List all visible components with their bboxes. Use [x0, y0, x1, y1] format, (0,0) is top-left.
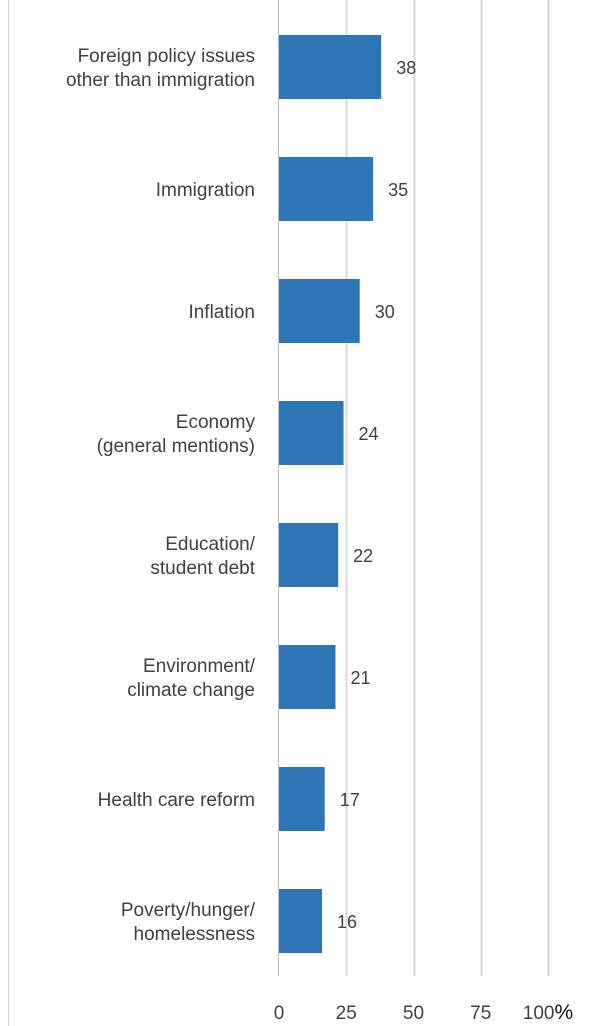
x-tick-label-25: 25 — [336, 1003, 357, 1024]
x-tick-label-50: 50 — [403, 1003, 424, 1024]
category-label-line: Inflation — [188, 302, 255, 323]
value-label-4: 22 — [353, 546, 373, 566]
value-label-2: 30 — [375, 302, 395, 322]
x-tick-suffix: % — [555, 1001, 574, 1024]
x-tick-value: 25 — [336, 1003, 357, 1024]
x-tick-label-0: 0 — [274, 1003, 285, 1024]
category-label-line: Poverty/hunger/ — [121, 900, 256, 921]
value-label-6: 17 — [340, 790, 360, 810]
value-label-1: 35 — [388, 180, 408, 200]
category-label-line: Economy — [176, 412, 256, 433]
category-label-line: homelessness — [134, 924, 255, 945]
bar-7 — [279, 889, 323, 953]
category-label-4: Education/student debt — [150, 534, 255, 579]
category-label-6: Health care reform — [98, 790, 255, 811]
bar-2 — [279, 279, 360, 343]
x-tick-label-100: 100% — [523, 1001, 573, 1024]
value-label-7: 16 — [337, 912, 357, 932]
category-label-line: climate change — [127, 680, 255, 701]
bar-5 — [279, 645, 336, 709]
category-label-line: Environment/ — [143, 656, 256, 677]
category-label-3: Economy (general mentions) — [97, 412, 256, 457]
bar-0 — [279, 35, 382, 99]
gridlines — [345, 0, 550, 976]
category-label-1: Immigration — [156, 180, 255, 201]
bar-3 — [279, 401, 344, 465]
x-tick-label-75: 75 — [470, 1003, 491, 1024]
value-label-5: 21 — [350, 668, 370, 688]
category-label-line: Education/ — [165, 534, 256, 555]
category-label-7: Poverty/hunger/homelessness — [121, 900, 256, 945]
bar-6 — [279, 767, 325, 831]
category-label-line: Immigration — [156, 180, 255, 201]
x-tick-labels: 0 25 50 75 100% — [274, 1001, 573, 1024]
category-label-line: Foreign policy issues — [78, 46, 255, 67]
bar-1 — [279, 157, 374, 221]
category-label-line: other than immigration — [66, 70, 255, 91]
category-label-0: Foreign policy issues other than immigrat… — [66, 46, 255, 91]
category-label-line: (general mentions) — [97, 436, 255, 457]
category-label-line: student debt — [150, 558, 255, 579]
category-labels: Foreign policy issues other than immigrat… — [66, 46, 256, 945]
x-tick-value: 0 — [274, 1003, 285, 1024]
value-label-3: 24 — [359, 424, 379, 444]
value-labels: 38 35 30 24 22 21 17 16 — [337, 58, 416, 932]
x-tick-value: 50 — [403, 1003, 424, 1024]
bars — [279, 35, 382, 953]
category-label-2: Inflation — [188, 302, 255, 323]
x-tick-value: 100 — [523, 1003, 555, 1024]
bar-4 — [279, 523, 339, 587]
category-label-5: Environment/climate change — [127, 656, 256, 701]
value-label-0: 38 — [396, 58, 416, 78]
x-tick-value: 75 — [470, 1003, 491, 1024]
category-label-line: Health care reform — [98, 790, 255, 811]
